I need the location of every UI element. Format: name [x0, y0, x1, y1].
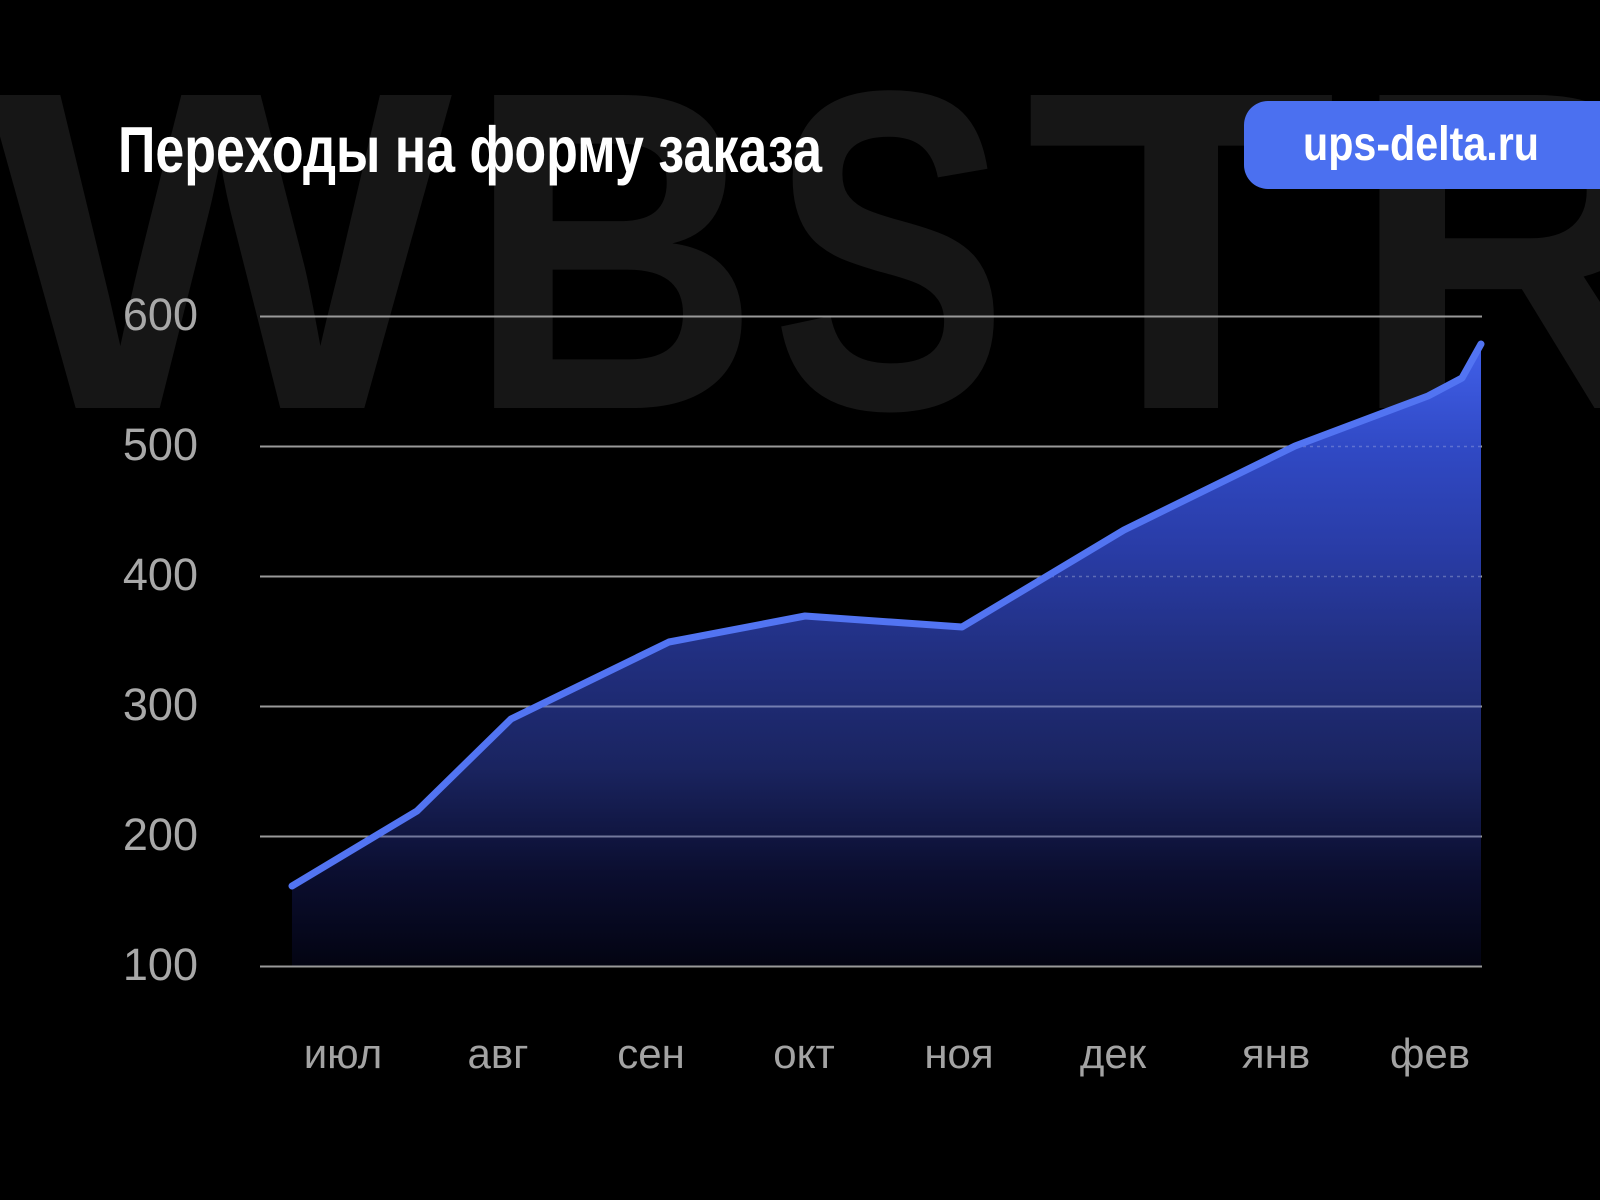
- svg-text:B: B: [467, 0, 760, 505]
- svg-text:100: 100: [123, 939, 198, 990]
- svg-text:500: 500: [123, 419, 198, 470]
- svg-text:дек: дек: [1080, 1030, 1147, 1077]
- svg-text:фев: фев: [1390, 1030, 1470, 1077]
- svg-text:окт: окт: [773, 1030, 834, 1077]
- svg-text:W: W: [0, 0, 457, 505]
- svg-text:300: 300: [123, 679, 198, 730]
- svg-text:T: T: [1025, 0, 1337, 505]
- svg-text:600: 600: [123, 289, 198, 340]
- svg-text:400: 400: [123, 549, 198, 600]
- svg-text:янв: янв: [1242, 1030, 1310, 1077]
- svg-text:Переходы на форму заказа: Переходы на форму заказа: [118, 113, 823, 186]
- svg-text:200: 200: [123, 809, 198, 860]
- svg-text:ups-delta.ru: ups-delta.ru: [1303, 118, 1539, 171]
- svg-text:июл: июл: [304, 1030, 383, 1077]
- svg-text:авг: авг: [468, 1030, 529, 1077]
- svg-text:сен: сен: [617, 1030, 685, 1077]
- svg-text:ноя: ноя: [924, 1030, 993, 1077]
- svg-text:S: S: [771, 0, 1008, 505]
